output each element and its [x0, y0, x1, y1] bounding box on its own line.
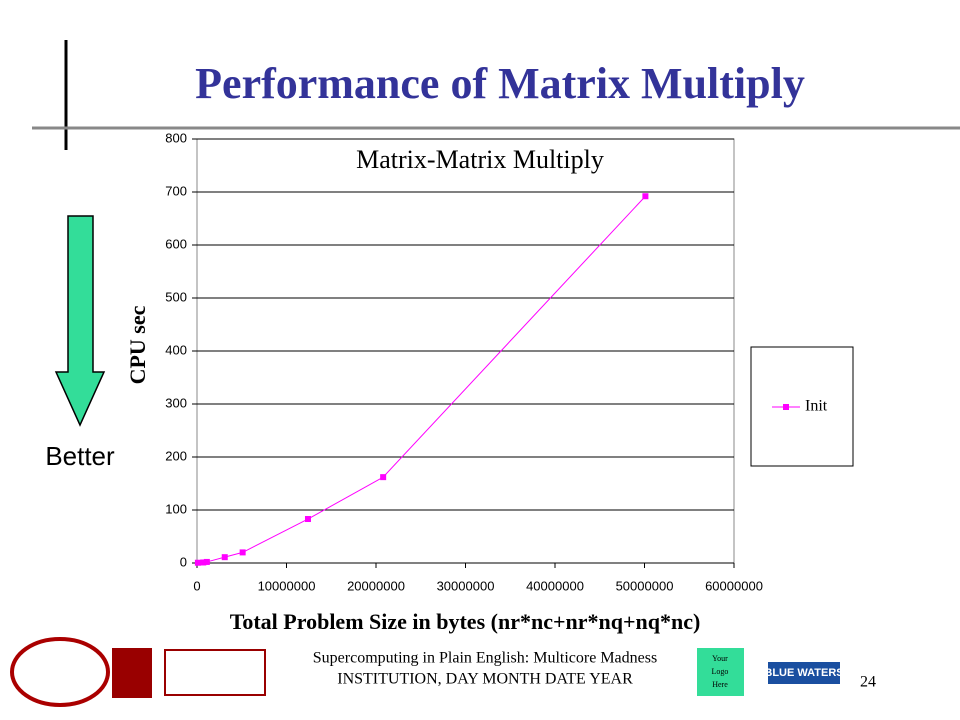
legend-label: Init [805, 398, 828, 415]
side-label: Better [45, 441, 115, 471]
logo-text: Logo [712, 667, 729, 676]
y-tick-label: 200 [165, 448, 187, 463]
arrow [54, 215, 106, 427]
x-tick-label: 30000000 [437, 578, 495, 593]
y-tick-label: 100 [165, 501, 187, 516]
footer-text: Supercomputing in Plain English: Multico… [313, 650, 657, 667]
data-point [642, 193, 649, 200]
footer-text: INSTITUTION, DAY MONTH DATE YEAR [337, 671, 633, 688]
data-point [221, 554, 228, 561]
logo [164, 649, 266, 696]
data-line [197, 195, 646, 564]
y-tick-label: 700 [165, 183, 187, 198]
x-axis-label: Total Problem Size in bytes (nr*nc+nr*nq… [230, 609, 701, 634]
data-point [380, 474, 387, 481]
logos: Your Logo Here BLUE WATERS [10, 637, 844, 707]
chart-title: Matrix-Matrix Multiply [356, 145, 604, 174]
data-point [200, 559, 207, 566]
logo-placeholder [697, 648, 744, 696]
y-tick-label: 800 [165, 130, 187, 145]
x-tick-label: 40000000 [526, 578, 584, 593]
y-tick-label: 600 [165, 236, 187, 251]
logo [10, 637, 110, 707]
x-tick-label: 60000000 [705, 578, 763, 593]
slide-title: Performance of Matrix Multiply [195, 59, 805, 108]
x-tick-label: 50000000 [616, 578, 674, 593]
y-tick-label: 0 [180, 554, 187, 569]
legend-box [750, 346, 854, 467]
logo-text: BLUE WATERS [764, 667, 843, 679]
y-axis-label: CPU sec [125, 305, 150, 384]
logo [768, 662, 840, 684]
page-number: 24 [860, 674, 876, 691]
legend-marker [783, 404, 789, 410]
logo-text: Your [712, 654, 728, 663]
data-point [194, 559, 201, 566]
data-point [203, 558, 210, 565]
y-tick-label: 300 [165, 395, 187, 410]
y-tick-label: 500 [165, 289, 187, 304]
y-tick-label: 400 [165, 342, 187, 357]
x-tick-label: 0 [193, 578, 200, 593]
x-tick-label: 10000000 [258, 578, 316, 593]
data-point [239, 549, 246, 556]
x-tick-label: 20000000 [347, 578, 405, 593]
logo [112, 648, 152, 698]
logo-text: Here [712, 680, 728, 689]
data-point [304, 516, 311, 523]
